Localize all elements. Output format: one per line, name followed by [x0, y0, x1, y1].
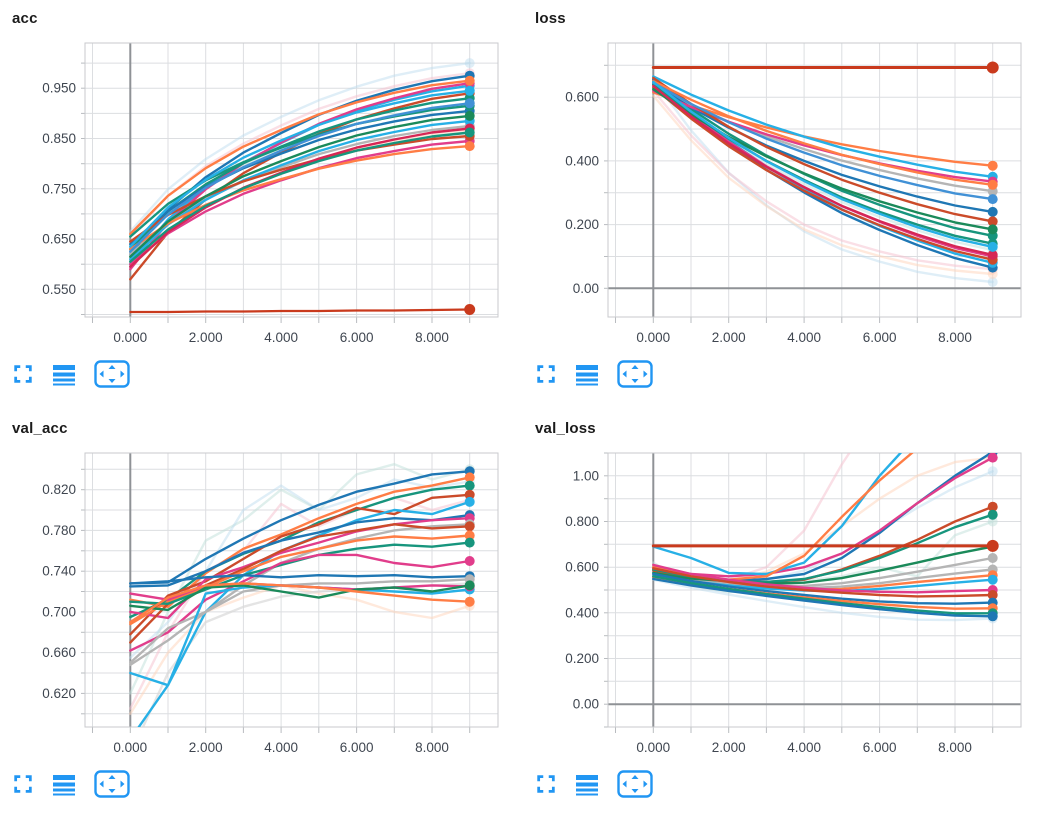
svg-text:6.000: 6.000 [863, 330, 897, 345]
svg-text:4.000: 4.000 [787, 740, 821, 755]
svg-text:0.750: 0.750 [42, 181, 76, 196]
pan-zoom-icon [94, 360, 130, 388]
svg-text:0.800: 0.800 [565, 514, 599, 529]
svg-text:8.000: 8.000 [415, 330, 449, 345]
fullscreen-button[interactable] [535, 773, 557, 795]
svg-text:4.000: 4.000 [264, 740, 298, 755]
panel-title-loss: loss [535, 10, 566, 27]
line-chart-svg: 0.550 0.650 0.750 0.850 0.950 0.000 2.000 4.000… [42, 42, 499, 345]
fullscreen-icon [537, 775, 555, 793]
legend-button[interactable] [52, 773, 76, 796]
legend-icon [53, 774, 75, 795]
svg-text:4.000: 4.000 [787, 330, 821, 345]
legend-icon [576, 364, 598, 385]
svg-text:0.850: 0.850 [42, 131, 76, 146]
legend-icon [576, 774, 598, 795]
pan-zoom-button[interactable] [617, 360, 653, 388]
pan-zoom-button[interactable] [94, 770, 130, 798]
panel-val-acc: val_acc 0.620 0.660 0.700 0.740 0.780 0.820 0.… [0, 410, 523, 820]
fullscreen-icon [14, 365, 32, 383]
svg-text:2.000: 2.000 [712, 330, 746, 345]
panel-toolbar [12, 769, 523, 799]
svg-text:6.000: 6.000 [863, 740, 897, 755]
line-chart-svg: 0.00 0.200 0.400 0.600 0.800 1.00 0.000 2.000 4.… [565, 452, 1022, 755]
svg-text:0.550: 0.550 [42, 282, 76, 297]
svg-text:0.600: 0.600 [565, 90, 599, 105]
svg-text:0.00: 0.00 [573, 697, 599, 712]
svg-text:0.000: 0.000 [113, 740, 147, 755]
panel-val-loss: val_loss 0.00 0.200 0.400 0.600 0.800 1.00 0.0… [523, 410, 1046, 820]
panel-loss: loss 0.00 0.200 0.400 0.600 0.000 2.000 4.000 6… [523, 0, 1046, 410]
legend-button[interactable] [575, 363, 599, 386]
svg-text:0.000: 0.000 [636, 330, 670, 345]
fullscreen-button[interactable] [12, 363, 34, 385]
svg-text:0.00: 0.00 [573, 281, 599, 296]
fullscreen-icon [14, 775, 32, 793]
pan-zoom-button[interactable] [617, 770, 653, 798]
svg-text:0.400: 0.400 [565, 153, 599, 168]
panel-acc: acc 0.550 0.650 0.750 0.850 0.950 0.000 2.000 4… [0, 0, 523, 410]
pan-zoom-button[interactable] [94, 360, 130, 388]
svg-text:8.000: 8.000 [938, 330, 972, 345]
fullscreen-icon [537, 365, 555, 383]
svg-text:0.660: 0.660 [42, 645, 76, 660]
panel-toolbar [12, 359, 523, 389]
svg-text:2.000: 2.000 [712, 740, 746, 755]
svg-text:1.00: 1.00 [573, 468, 599, 483]
svg-text:0.820: 0.820 [42, 482, 76, 497]
svg-text:0.200: 0.200 [565, 651, 599, 666]
svg-text:4.000: 4.000 [264, 330, 298, 345]
line-chart-svg: 0.00 0.200 0.400 0.600 0.000 2.000 4.000 6.000 8… [565, 42, 1022, 345]
pan-zoom-icon [617, 360, 653, 388]
pan-zoom-icon [617, 770, 653, 798]
svg-text:0.950: 0.950 [42, 81, 76, 96]
svg-text:6.000: 6.000 [340, 330, 374, 345]
chart-val-acc[interactable]: 0.620 0.660 0.700 0.740 0.780 0.820 0.000 2.000… [0, 443, 523, 765]
legend-button[interactable] [52, 363, 76, 386]
svg-text:0.000: 0.000 [113, 330, 147, 345]
svg-text:0.780: 0.780 [42, 523, 76, 538]
svg-text:0.200: 0.200 [565, 217, 599, 232]
svg-text:0.400: 0.400 [565, 605, 599, 620]
svg-text:2.000: 2.000 [189, 740, 223, 755]
chart-val-loss[interactable]: 0.00 0.200 0.400 0.600 0.800 1.00 0.000 2.000 4.… [523, 443, 1046, 765]
line-chart-svg: 0.620 0.660 0.700 0.740 0.780 0.820 0.000 2.000… [42, 452, 499, 755]
svg-text:8.000: 8.000 [938, 740, 972, 755]
svg-text:0.650: 0.650 [42, 232, 76, 247]
svg-text:6.000: 6.000 [340, 740, 374, 755]
svg-text:0.740: 0.740 [42, 564, 76, 579]
svg-text:8.000: 8.000 [415, 740, 449, 755]
panel-title-acc: acc [12, 10, 38, 27]
panel-title-val-loss: val_loss [535, 420, 596, 437]
fullscreen-button[interactable] [535, 363, 557, 385]
legend-icon [53, 364, 75, 385]
svg-text:2.000: 2.000 [189, 330, 223, 345]
svg-text:0.600: 0.600 [565, 560, 599, 575]
svg-text:0.700: 0.700 [42, 604, 76, 619]
pan-zoom-icon [94, 770, 130, 798]
legend-button[interactable] [575, 773, 599, 796]
panel-toolbar [535, 769, 1046, 799]
chart-loss[interactable]: 0.00 0.200 0.400 0.600 0.000 2.000 4.000 6.000 8… [523, 33, 1046, 355]
chart-acc[interactable]: 0.550 0.650 0.750 0.850 0.950 0.000 2.000 4.000… [0, 33, 523, 355]
fullscreen-button[interactable] [12, 773, 34, 795]
svg-text:0.620: 0.620 [42, 686, 76, 701]
panel-toolbar [535, 359, 1046, 389]
svg-text:0.000: 0.000 [636, 740, 670, 755]
panel-title-val-acc: val_acc [12, 420, 68, 437]
